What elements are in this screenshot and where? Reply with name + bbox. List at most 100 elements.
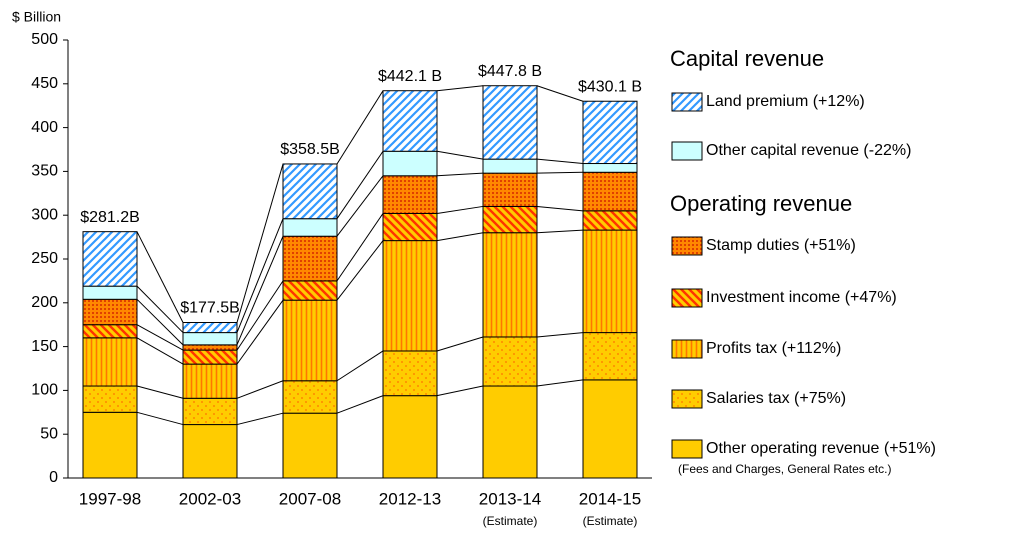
bar-segment [582, 163, 638, 173]
y-tick-label: 0 [49, 469, 58, 486]
connector [536, 332, 584, 338]
bar-segment [282, 218, 338, 237]
connector [436, 150, 484, 160]
bar-segment [482, 85, 538, 160]
connector [436, 205, 484, 214]
bar-segment [282, 280, 338, 301]
x-tick-label: 1997-98 [79, 489, 141, 508]
connector [336, 90, 384, 165]
connector [236, 299, 284, 365]
bar-segment [482, 385, 538, 479]
x-tick-label: 2007-08 [279, 489, 341, 508]
legend-header: Operating revenue [670, 191, 852, 216]
y-tick-label: 200 [31, 294, 58, 311]
connector [536, 158, 584, 165]
y-tick-label: 400 [31, 119, 58, 136]
y-tick-label: 100 [31, 382, 58, 399]
connector [436, 172, 484, 177]
legend-label: Stamp duties (+51%) [706, 237, 856, 254]
legend-swatch [671, 339, 703, 359]
connector [436, 232, 484, 242]
connector [536, 85, 584, 102]
bar-segment [382, 395, 438, 479]
category-note: (Estimate) [483, 514, 538, 528]
connector [236, 163, 284, 323]
y-tick-label: 50 [40, 425, 58, 442]
connector [536, 205, 584, 212]
y-axis-label: $ Billion [12, 9, 61, 25]
y-tick-label: 250 [31, 250, 58, 267]
total-label: $281.2B [80, 209, 140, 226]
connector [336, 175, 384, 237]
connector [236, 412, 284, 426]
legend-swatch [671, 92, 703, 112]
bar-segment [382, 90, 438, 152]
bar-segment [382, 240, 438, 352]
bar-segment [282, 163, 338, 220]
connector [336, 395, 384, 414]
legend-swatch [671, 141, 703, 161]
total-label: $430.1 B [578, 78, 642, 95]
bar-segment [182, 349, 238, 365]
connector [136, 411, 184, 426]
legend-label: Other capital revenue (-22%) [706, 142, 911, 159]
bar-segment [182, 344, 238, 351]
connector [536, 171, 584, 174]
connector [536, 229, 584, 234]
bar-segment [582, 171, 638, 212]
connector [336, 240, 384, 301]
bar-segment [82, 337, 138, 387]
legend-swatch [671, 236, 703, 256]
legend-header: Capital revenue [670, 46, 824, 71]
y-tick-label: 500 [31, 31, 58, 48]
y-tick-label: 450 [31, 75, 58, 92]
bar-segment [82, 385, 138, 413]
connector [236, 280, 284, 351]
bar-segment [582, 379, 638, 479]
bar-segment [582, 100, 638, 165]
legend-label: Profits tax (+112%) [706, 340, 841, 357]
bar-segment [282, 235, 338, 282]
legend-label: Other operating revenue (+51%) [706, 440, 936, 457]
bar-segment [382, 350, 438, 397]
connector [336, 150, 384, 219]
bar-segment [182, 424, 238, 479]
connector [236, 380, 284, 399]
bar-segment [82, 231, 138, 287]
bar-segment [82, 298, 138, 326]
bar-segment [482, 158, 538, 174]
connector [336, 213, 384, 282]
bar-segment [82, 285, 138, 300]
bar-segment [382, 150, 438, 177]
connector [536, 379, 584, 387]
connector [136, 231, 184, 323]
connector [136, 337, 184, 365]
connector [136, 324, 184, 351]
x-tick-label: 2014-15 [579, 489, 641, 508]
bar-segment [482, 336, 538, 387]
bar-segment [182, 322, 238, 334]
bar-segment [382, 175, 438, 214]
bar-segment [182, 332, 238, 346]
total-label: $442.1 B [378, 68, 442, 85]
bar-segment [582, 332, 638, 381]
connector [236, 236, 284, 346]
bar-segment [482, 205, 538, 234]
legend-swatch [671, 389, 703, 409]
bar-segment [182, 363, 238, 399]
bar-segment [82, 324, 138, 339]
legend-note: (Fees and Charges, General Rates etc.) [678, 462, 891, 476]
bar-segment [482, 172, 538, 207]
bar-segment [482, 232, 538, 338]
y-tick-label: 150 [31, 338, 58, 355]
category-note: (Estimate) [583, 514, 638, 528]
total-label: $447.8 B [478, 63, 542, 80]
x-tick-label: 2012-13 [379, 489, 441, 508]
legend-label: Salaries tax (+75%) [706, 390, 846, 407]
bar-segment [182, 397, 238, 426]
bar-segment [282, 412, 338, 479]
connector [236, 218, 284, 333]
bar-segment [582, 210, 638, 231]
y-tick-label: 350 [31, 163, 58, 180]
total-label: $177.5B [180, 300, 240, 317]
